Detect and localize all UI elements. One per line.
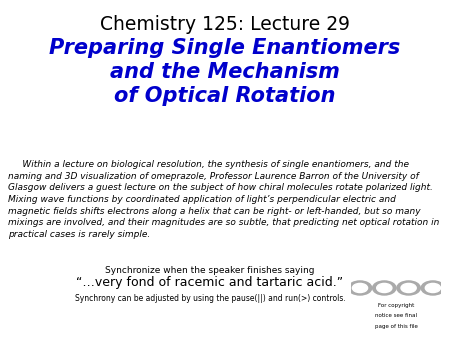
Circle shape (352, 283, 368, 293)
Text: Chemistry 125: Lecture 29: Chemistry 125: Lecture 29 (100, 15, 350, 34)
Text: Within a lecture on biological resolution, the synthesis of single enantiomers, : Within a lecture on biological resolutio… (8, 160, 439, 239)
Circle shape (397, 281, 420, 295)
Circle shape (401, 283, 416, 293)
Circle shape (348, 281, 372, 295)
Text: For copyright: For copyright (378, 303, 414, 308)
Text: Synchrony can be adjusted by using the pause(||) and run(>) controls.: Synchrony can be adjusted by using the p… (75, 294, 346, 303)
Text: notice see final: notice see final (375, 313, 417, 318)
Text: Preparing Single Enantiomers
and the Mechanism
of Optical Rotation: Preparing Single Enantiomers and the Mec… (50, 38, 400, 106)
Text: “…very fond of racemic and tartaric acid.”: “…very fond of racemic and tartaric acid… (76, 276, 343, 289)
Circle shape (373, 281, 396, 295)
Circle shape (421, 281, 445, 295)
Circle shape (425, 283, 441, 293)
Text: Synchronize when the speaker finishes saying: Synchronize when the speaker finishes sa… (105, 266, 315, 275)
Text: page of this file: page of this file (374, 324, 418, 329)
Circle shape (377, 283, 392, 293)
